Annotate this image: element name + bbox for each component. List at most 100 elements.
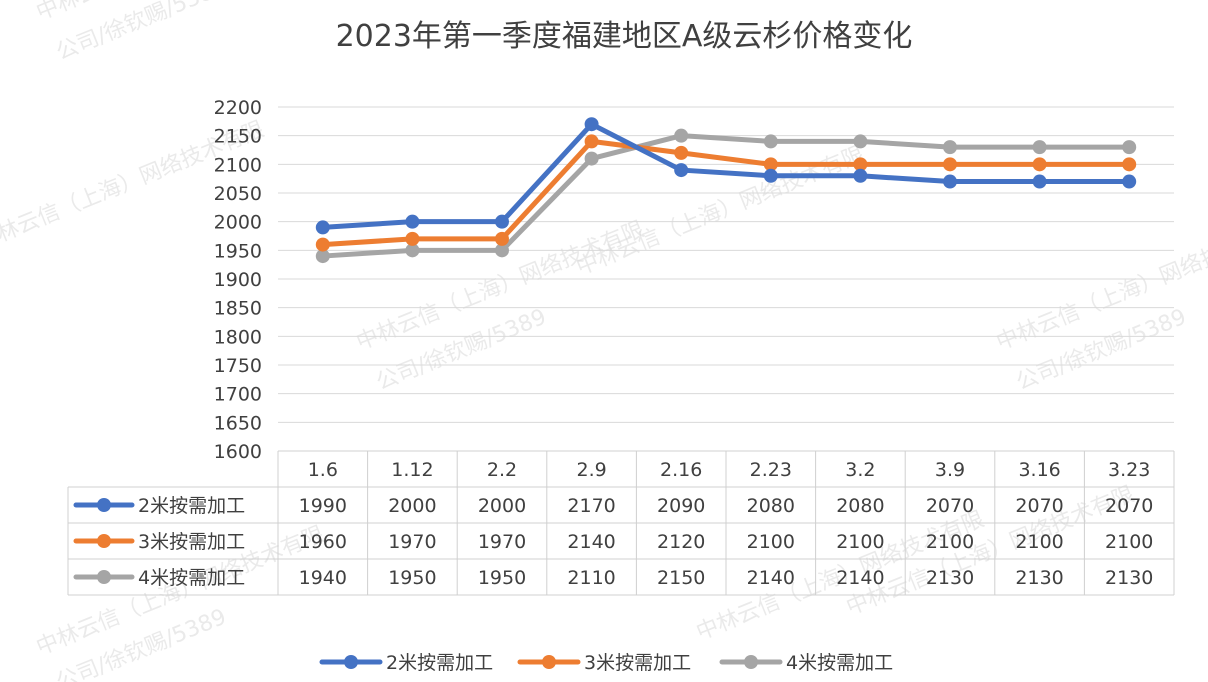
x-tick-label: 2.2 [487, 459, 517, 481]
table-cell-value: 1960 [299, 531, 347, 553]
table-cell-value: 2130 [1015, 567, 1063, 589]
x-tick-label: 2.9 [576, 459, 606, 481]
x-tick-label: 2.16 [660, 459, 702, 481]
y-tick-label: 1850 [214, 298, 262, 320]
series-point [674, 145, 689, 160]
watermark-text: 中林云信（上海）网络技术有限 [993, 217, 1208, 356]
table-cell-value: 2070 [926, 495, 974, 517]
table-cell-value: 2100 [926, 531, 974, 553]
series-point [405, 214, 420, 229]
series-point [943, 157, 957, 172]
x-tick-label: 3.9 [935, 459, 965, 481]
series-point [943, 174, 957, 189]
series-point [584, 151, 599, 166]
y-tick-label: 2200 [214, 97, 262, 119]
x-tick-label: 3.23 [1108, 459, 1150, 481]
series-line [320, 121, 1132, 230]
table-cell-value: 2120 [657, 531, 705, 553]
series-point [495, 243, 509, 258]
table-series-key-marker [97, 570, 111, 584]
series-point [405, 243, 420, 258]
y-tick-label: 1700 [214, 384, 262, 406]
table-cell-value: 2100 [1105, 531, 1153, 553]
table-cell-value: 2130 [1105, 567, 1153, 589]
chart-title: 2023年第一季度福建地区A级云杉价格变化 [336, 19, 913, 54]
legend-entry-label: 2米按需加工 [386, 652, 493, 674]
series-point [315, 220, 330, 235]
series-point [1032, 157, 1047, 172]
series-point [315, 249, 330, 264]
table-series-key-marker [97, 498, 111, 512]
table-cell-value: 2110 [567, 567, 615, 589]
series-point [584, 117, 599, 132]
series-line [320, 133, 1132, 259]
series-point [315, 237, 330, 252]
table-cell-value: 2100 [836, 531, 884, 553]
x-tick-label: 3.2 [845, 459, 875, 481]
table-cell-value: 1970 [478, 531, 526, 553]
table-series-name: 3米按需加工 [138, 531, 245, 553]
y-tick-label: 2100 [214, 154, 262, 176]
y-tick-label: 2150 [214, 126, 262, 148]
table-cell-value: 2000 [478, 495, 526, 517]
series-point [674, 128, 689, 143]
table-series-key-marker [97, 534, 111, 548]
series-point [1122, 157, 1137, 172]
table-cell-value: 2140 [567, 531, 615, 553]
table-cell-value: 2140 [836, 567, 884, 589]
x-tick-label: 1.6 [308, 459, 338, 481]
y-tick-label: 1650 [214, 412, 262, 434]
table-cell-value: 2130 [926, 567, 974, 589]
series-point [853, 157, 868, 172]
table-cell-value: 1990 [299, 495, 347, 517]
table-cell-value: 2070 [1015, 495, 1063, 517]
series-point [853, 168, 868, 183]
table-cell-value: 2100 [1015, 531, 1063, 553]
table-cell-value: 2100 [747, 531, 795, 553]
series-point [763, 157, 778, 172]
legend-entry-label: 4米按需加工 [786, 652, 893, 674]
x-tick-label: 3.16 [1018, 459, 1060, 481]
series-lines [315, 117, 1137, 264]
x-tick-label: 1.12 [391, 459, 433, 481]
table-cell-value: 2080 [836, 495, 884, 517]
series-point [495, 231, 509, 246]
y-tick-label: 1800 [214, 326, 262, 348]
legend-key-marker [344, 655, 358, 669]
table-cell-value: 1950 [388, 567, 436, 589]
table-series-name: 4米按需加工 [138, 567, 245, 589]
series-point [943, 140, 957, 155]
y-tick-label: 1600 [214, 441, 262, 463]
legend-key-marker [744, 655, 758, 669]
legend-entry-label: 3米按需加工 [584, 652, 691, 674]
series-point [1122, 140, 1137, 155]
table-cell-value: 2000 [388, 495, 436, 517]
y-tick-label: 1900 [214, 269, 262, 291]
table-cell-value: 2070 [1105, 495, 1153, 517]
table-cell-value: 2140 [747, 567, 795, 589]
y-axis-ticks: 1600 1650 1700 1750 1800 1850 1900 1950 2000 2050… [214, 97, 262, 463]
legend-key-marker [542, 655, 556, 669]
series-point [763, 134, 778, 149]
table-cell-value: 1940 [299, 567, 347, 589]
x-tick-label: 2.23 [750, 459, 792, 481]
y-tick-label: 1750 [214, 355, 262, 377]
y-tick-label: 2000 [214, 212, 262, 234]
series-point [584, 134, 599, 149]
legend: 2米按需加工 3米按需加工 4米按需加工 [319, 652, 893, 674]
series-point [1032, 140, 1047, 155]
series-point [1122, 174, 1137, 189]
table-cell-value: 1970 [388, 531, 436, 553]
data-table: 1.6 1.12 2.2 2.9 2.16 2.23 3.2 3.9 3.16 3.23 2米按需加… [67, 450, 1175, 596]
table-cell-value: 1950 [478, 567, 526, 589]
y-tick-label: 2050 [214, 183, 262, 205]
series-point [763, 168, 778, 183]
table-cell-value: 2090 [657, 495, 705, 517]
series-point [853, 134, 868, 149]
series-point [405, 231, 420, 246]
y-tick-label: 1950 [214, 240, 262, 262]
series-point [495, 214, 509, 229]
series-point [674, 163, 689, 178]
table-cell-value: 2080 [747, 495, 795, 517]
